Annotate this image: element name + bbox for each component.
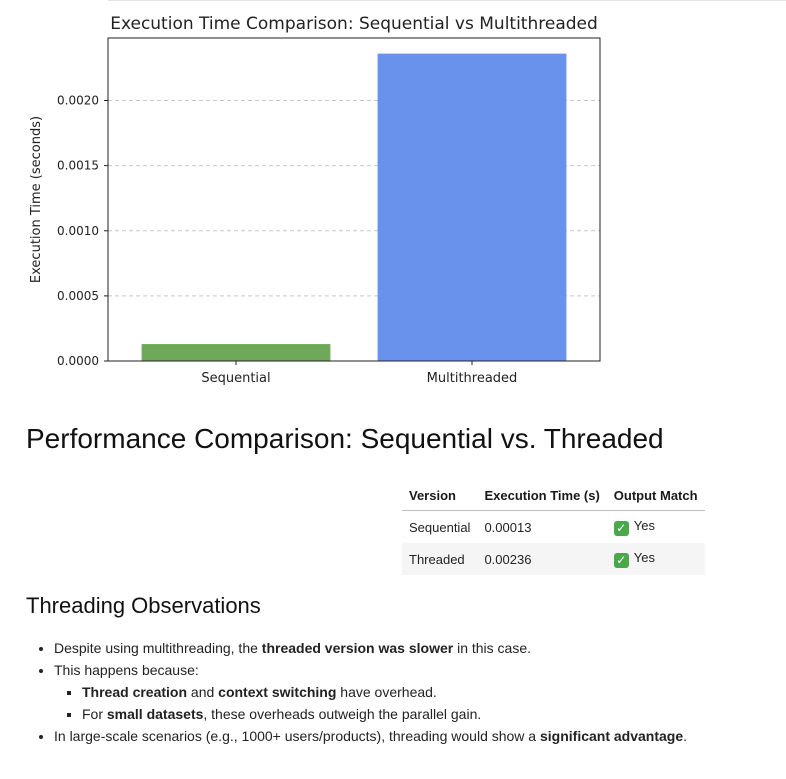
sub-list-item: Thread creation and context switching ha… [82,684,786,700]
y-tick-label: 0.0020 [57,94,99,108]
match-value: Yes [633,550,656,565]
bold-text: small datasets [106,706,204,722]
plot-frame [107,37,601,362]
y-tick-label: 0.0015 [57,159,99,173]
sub-list: Thread creation and context switching ha… [54,684,786,722]
bar-sequential [141,344,331,361]
execution-time-chart: Execution Time Comparison: Sequential vs… [29,14,601,386]
chart-title: Execution Time Comparison: Sequential vs… [110,14,598,34]
text-segment: This happens because: [54,662,199,678]
x-tick-label: Multithreaded [427,371,518,386]
cell-version: Sequential [409,519,471,535]
sub-list-item: For small datasets, these overheads outw… [82,706,786,722]
bar-multithreaded [377,53,567,362]
match-value: Yes [633,518,656,533]
text-segment: and [187,684,219,700]
text-segment: have overhead. [336,684,437,700]
column-header-match: Output Match [606,482,705,511]
text-segment: In large-scale scenarios (e.g., 1000+ us… [54,728,540,744]
observations-list: Despite using multithreading, the thread… [36,640,786,750]
list-item: In large-scale scenarios (e.g., 1000+ us… [54,728,786,744]
comparison-table: Version Execution Time (s) Output Match … [402,482,705,575]
observations-heading: Threading Observations [26,593,261,618]
y-tick-label: 0.0000 [57,354,99,368]
text-segment: For [82,706,107,722]
x-tick-label: Sequential [201,371,270,386]
table-row: Threaded 0.00236 ✓ Yes [402,543,705,575]
bold-text: context switching [218,684,337,700]
text-segment: in this case. [453,640,532,656]
cell-version: Threaded [402,543,478,575]
column-header-time: Execution Time (s) [477,482,607,511]
bold-text: Thread creation [82,684,188,700]
y-tick-label: 0.0010 [57,224,99,238]
list-item: This happens because: Thread creation an… [54,662,786,722]
text-segment: . [683,728,688,744]
y-axis-label: Execution Time (seconds) [29,116,44,283]
cell-match: ✓ Yes [606,543,705,575]
check-mark-icon: ✓ [613,521,629,536]
table-row: Sequential 0.00013 ✓ Yes [402,511,705,544]
text-segment: , these overheads outweigh the parallel … [203,706,482,722]
column-header-version: Version [402,482,478,511]
cell-match: ✓ Yes [607,511,705,544]
text-segment: Despite using multithreading, the [54,640,262,656]
y-tick-label: 0.0005 [57,289,99,303]
bold-text: threaded version was slower [261,640,454,656]
cell-time: 0.00013 [484,519,532,535]
list-item: Despite using multithreading, the thread… [54,640,786,656]
bold-text: significant advantage [540,728,684,744]
table-header-row: Version Execution Time (s) Output Match [402,482,705,511]
top-divider [108,0,786,1]
cell-time: 0.00236 [477,543,607,575]
performance-heading: Performance Comparison: Sequential vs. T… [26,423,664,454]
check-mark-icon: ✓ [613,553,629,568]
